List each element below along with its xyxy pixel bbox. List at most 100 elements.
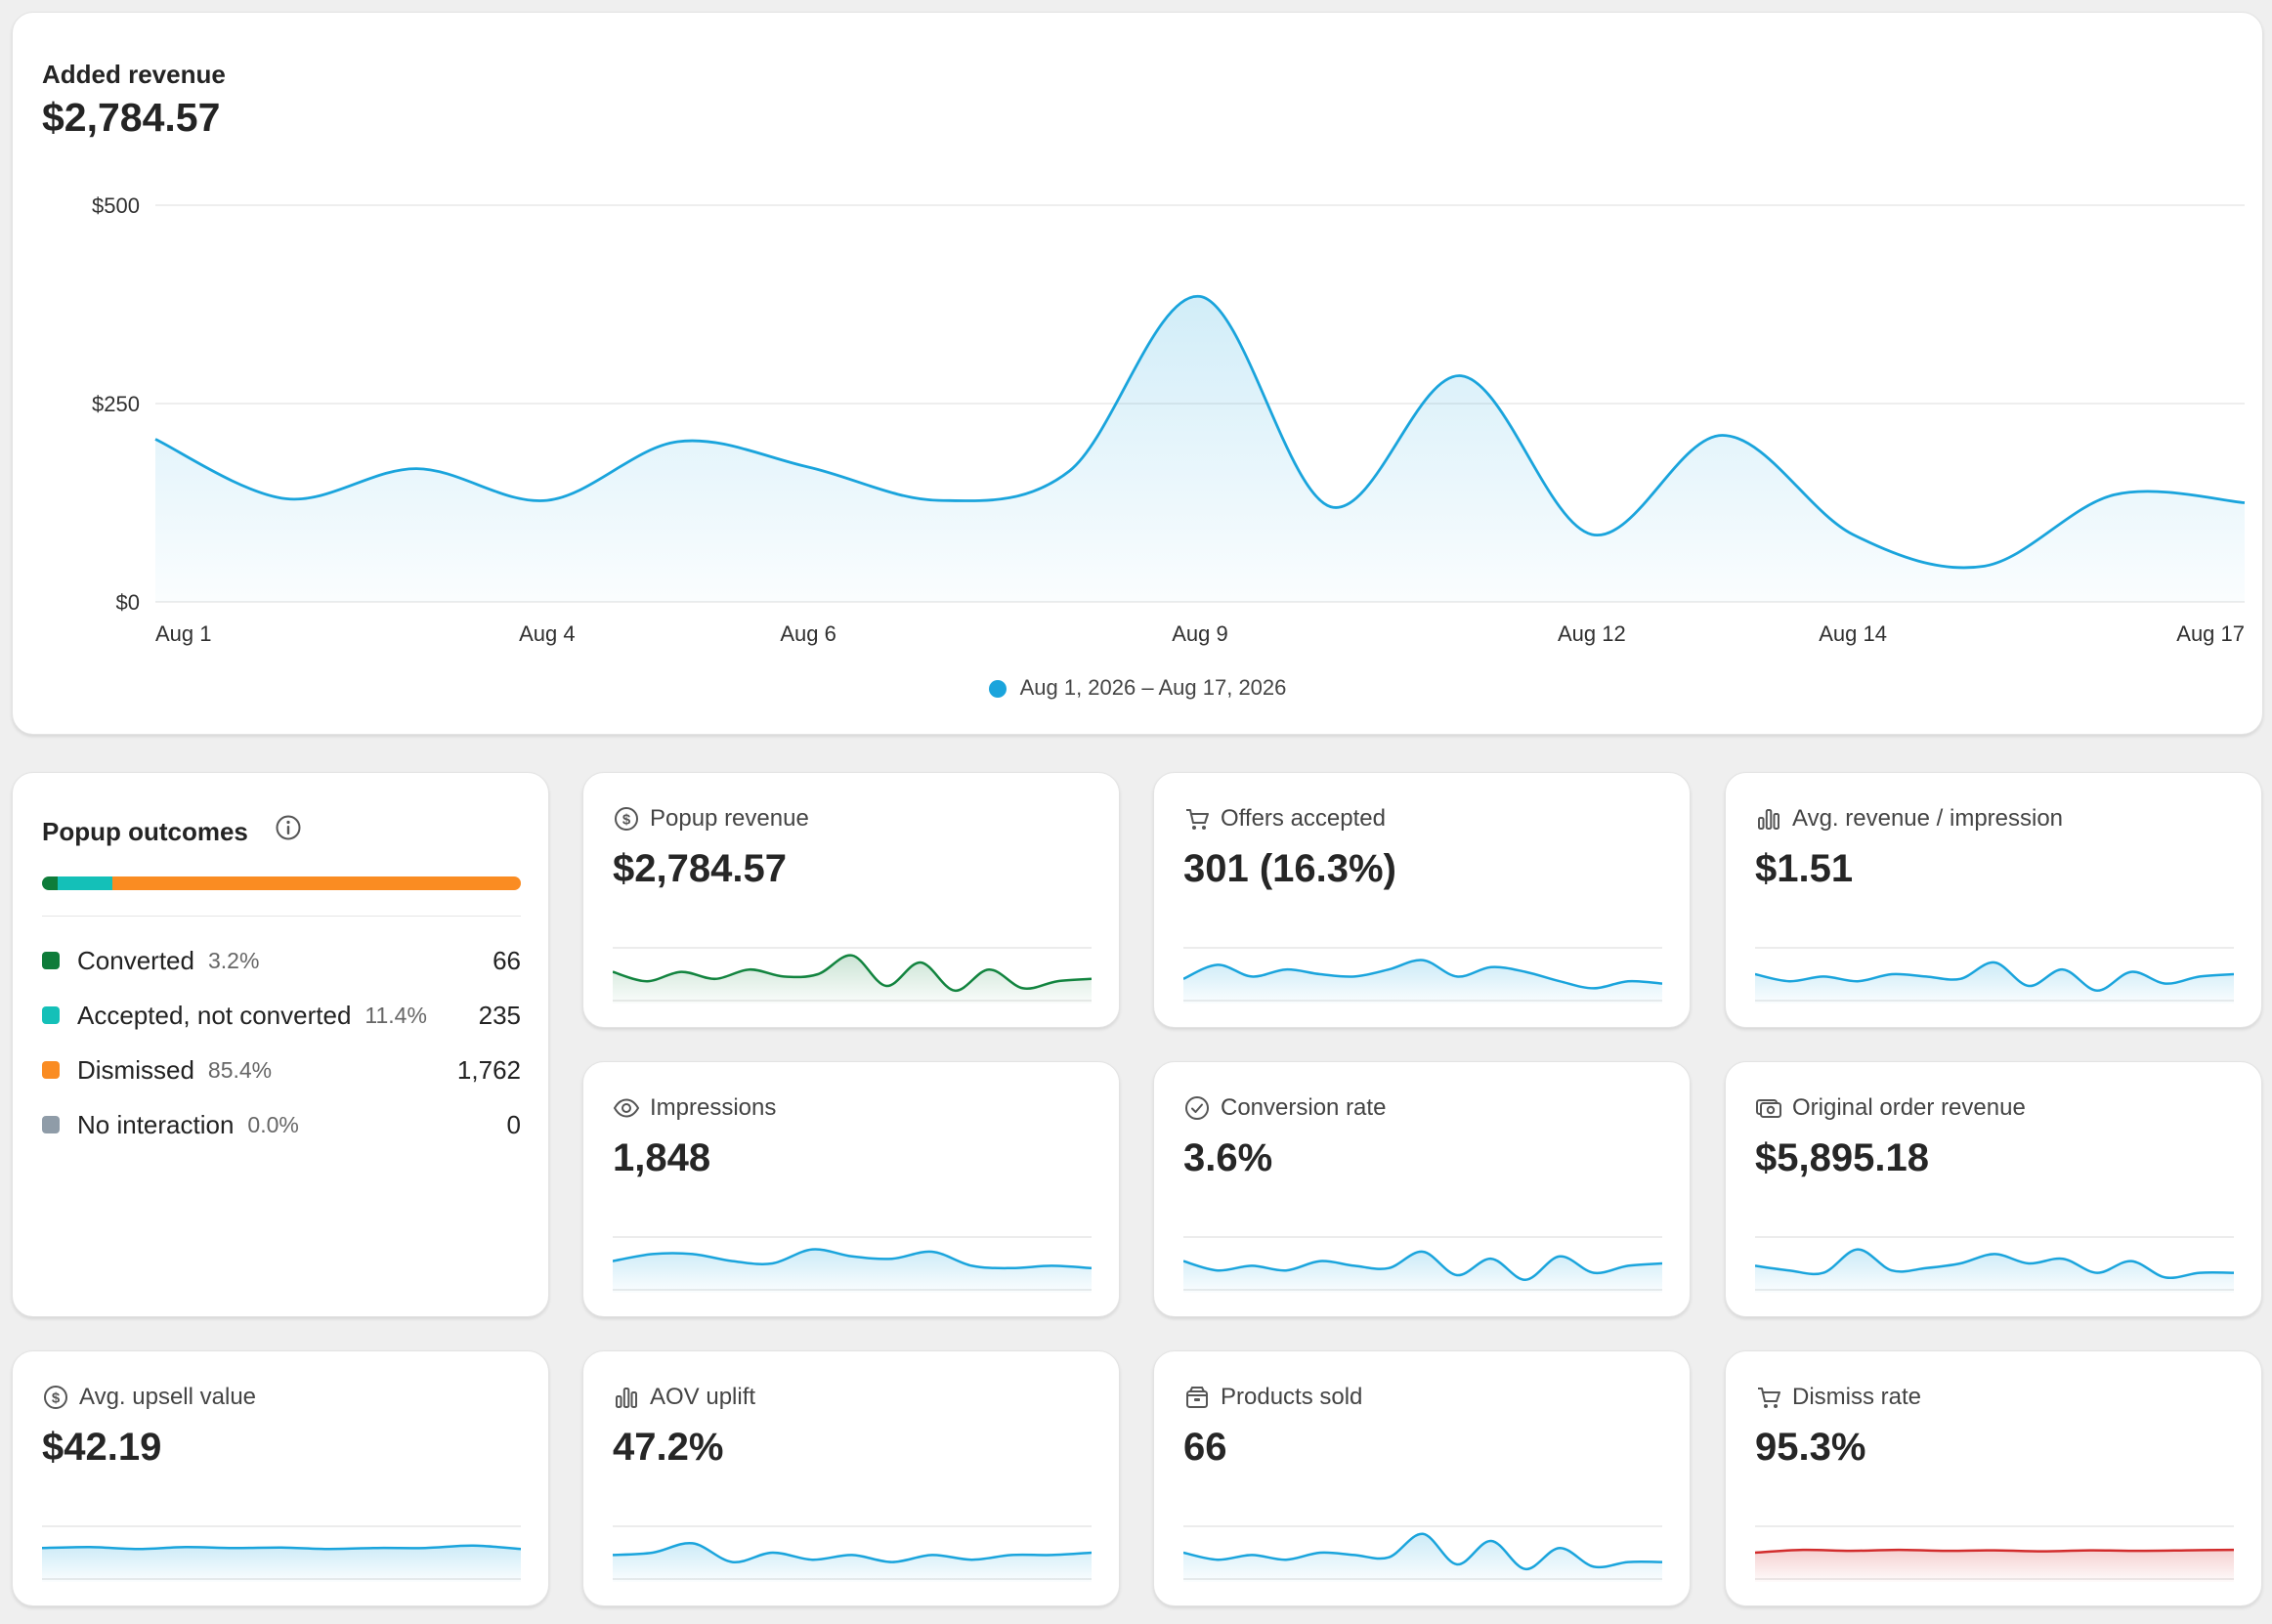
stacked-bar-segment (42, 876, 58, 890)
x-tick-label: Aug 9 (1172, 621, 1228, 646)
sparkline (1183, 947, 1662, 1004)
outcome-swatch (42, 1061, 60, 1079)
metric-label: Products sold (1221, 1384, 1363, 1410)
spark-line (1755, 1548, 2234, 1555)
outcome-label: Converted (77, 945, 194, 975)
added-revenue-card: $500 $250 $0 Aug 1 Aug 4 Aug 6 Aug 9 Aug 12 Aug … (12, 12, 2263, 735)
chart-title: Added revenue (42, 60, 226, 89)
metric-value: $2,784.57 (613, 847, 787, 890)
spark-line (1755, 1248, 2234, 1280)
metric-label: AOV uplift (650, 1384, 756, 1410)
metric-header: Impressions (613, 1091, 776, 1125)
chart-legend: Aug 1, 2026 – Aug 17, 2026 (13, 675, 2262, 701)
outcome-swatch (42, 1116, 60, 1133)
cart-icon (1186, 809, 1209, 830)
metric-value: $42.19 (42, 1426, 162, 1469)
sparkline (613, 1525, 1092, 1582)
stacked-bar-segment (111, 876, 521, 890)
metric-value: 301 (16.3%) (1183, 847, 1396, 890)
sparkline (42, 1525, 521, 1582)
metric-header: Dismiss rate (1755, 1381, 1921, 1414)
impressions-card[interactable]: Impressions 1,848 (582, 1061, 1120, 1317)
x-tick-label: Aug 17 (2176, 621, 2245, 646)
eye-icon (613, 1098, 640, 1118)
svg-text:$: $ (52, 1390, 61, 1407)
metric-value: 47.2% (613, 1426, 724, 1469)
outcome-label: No interaction (77, 1109, 235, 1139)
dollar-circle-icon: $ (615, 807, 638, 831)
spark-line (42, 1544, 521, 1551)
bar-chart-icon (1758, 809, 1779, 830)
spark-line (1183, 1250, 1662, 1282)
avg-upsell-value-card[interactable]: $ Avg. upsell value $42.19 (12, 1350, 549, 1606)
metric-label: Avg. upsell value (79, 1384, 257, 1410)
metric-header: AOV uplift (613, 1381, 755, 1414)
outcome-row: No interaction 0.0% 0 (42, 1105, 521, 1144)
outcome-percent: 11.4% (364, 1002, 427, 1028)
outcome-percent: 85.4% (207, 1056, 273, 1083)
spark-area (1183, 960, 1662, 1004)
metric-label: Popup revenue (650, 805, 809, 832)
outcome-count: 66 (493, 945, 521, 975)
metric-value: 95.3% (1755, 1426, 1866, 1469)
info-icon[interactable] (275, 814, 302, 841)
spark-area (42, 1545, 521, 1582)
x-tick-label: Aug 6 (780, 621, 836, 646)
offers-accepted-card[interactable]: Offers accepted 301 (16.3%) (1153, 772, 1691, 1028)
spark-area (1183, 1251, 1662, 1293)
metric-value: 1,848 (613, 1136, 711, 1179)
metric-header: $ Popup revenue (613, 802, 809, 835)
metric-header: Conversion rate (1183, 1091, 1386, 1125)
metric-value: $5,895.18 (1755, 1136, 1929, 1179)
y-tick-label: $0 (116, 590, 140, 615)
metric-header: Products sold (1183, 1381, 1362, 1414)
metric-label: Offers accepted (1221, 805, 1386, 832)
x-tick-label: Aug 1 (155, 621, 212, 646)
spark-area (1183, 1533, 1662, 1582)
sparkline (1755, 947, 2234, 1004)
metric-header: Avg. revenue / impression (1755, 802, 2063, 835)
products-sold-card[interactable]: Products sold 66 (1153, 1350, 1691, 1606)
metric-label: Avg. revenue / impression (1792, 805, 2064, 832)
spark-line (613, 1248, 1092, 1270)
dismiss-rate-card[interactable]: Dismiss rate 95.3% (1725, 1350, 2262, 1606)
spark-line (1183, 959, 1662, 990)
bar-chart-icon (616, 1388, 637, 1408)
outcome-percent: 0.0% (247, 1111, 299, 1137)
spark-area (1755, 962, 2234, 1004)
metric-label: Dismiss rate (1792, 1384, 1922, 1410)
metric-header: Original order revenue (1755, 1091, 2026, 1125)
sparkline (1755, 1236, 2234, 1293)
metric-header: $ Avg. upsell value (42, 1381, 256, 1414)
original-order-revenue-card[interactable]: Original order revenue $5,895.18 (1725, 1061, 2262, 1317)
stacked-bar-segment (57, 876, 112, 890)
y-tick-label: $250 (92, 392, 140, 416)
metric-header: Offers accepted (1183, 802, 1386, 835)
cash-icon (1756, 1099, 1781, 1118)
x-tick-label: Aug 12 (1558, 621, 1626, 646)
outcome-swatch (42, 952, 60, 969)
aov-uplift-card[interactable]: AOV uplift 47.2% (582, 1350, 1120, 1606)
outcome-label: Dismissed (77, 1054, 194, 1085)
popup-revenue-card[interactable]: $ Popup revenue $2,784.57 (582, 772, 1120, 1028)
metric-label: Impressions (650, 1094, 777, 1121)
popup-outcomes-title: Popup outcomes (42, 817, 248, 846)
sparkline (1755, 1525, 2234, 1582)
outcome-percent: 3.2% (207, 947, 260, 973)
chart-total: $2,784.57 (42, 95, 221, 140)
box-icon (1186, 1387, 1208, 1408)
spark-area (1755, 1550, 2234, 1582)
sparkline (1183, 1525, 1662, 1582)
avg-revenue-impression-card[interactable]: Avg. revenue / impression $1.51 (1725, 772, 2262, 1028)
conversion-rate-card[interactable]: Conversion rate 3.6% (1153, 1061, 1691, 1317)
spark-line (1183, 1532, 1662, 1571)
metric-value: 3.6% (1183, 1136, 1273, 1179)
spark-line (1755, 961, 2234, 993)
outcome-row: Accepted, not converted 11.4% 235 (42, 996, 521, 1035)
outcome-label: Accepted, not converted (77, 1000, 352, 1030)
outcome-swatch (42, 1006, 60, 1024)
outcome-count: 235 (478, 1000, 521, 1030)
legend-label: Aug 1, 2026 – Aug 17, 2026 (1019, 675, 1287, 700)
popup-outcomes-card: Popup outcomes Converted 3.2% 66 Accepted, … (12, 772, 549, 1317)
metric-label: Original order revenue (1792, 1094, 2026, 1121)
